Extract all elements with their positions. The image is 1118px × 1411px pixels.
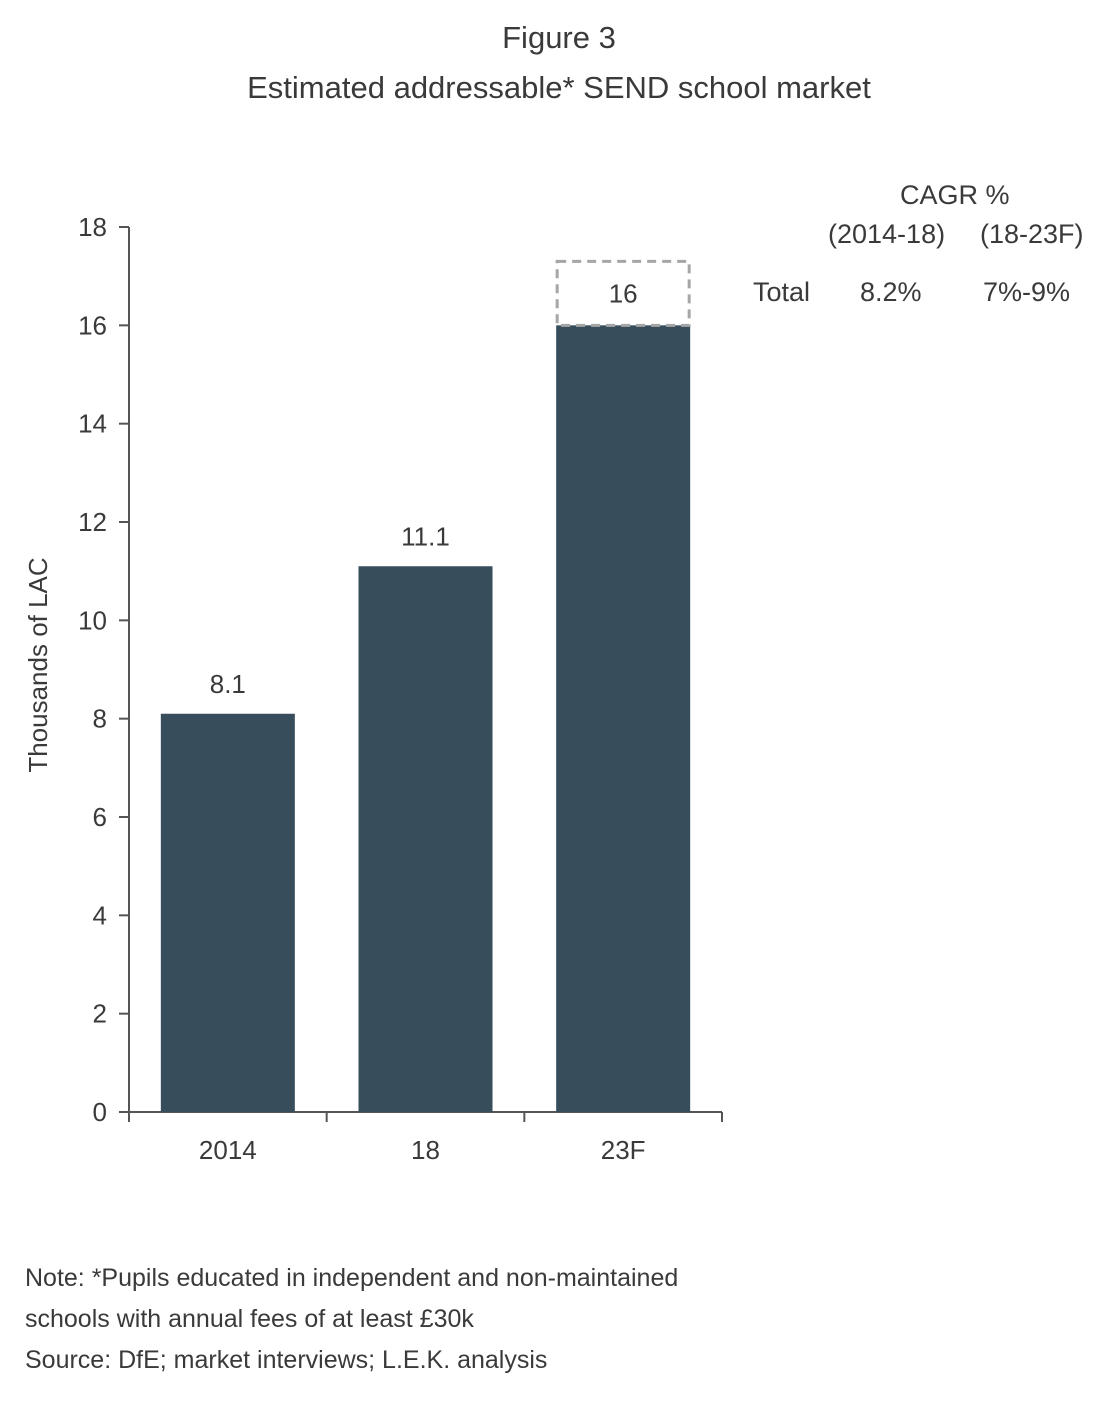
source-note: Source: DfE; market interviews; L.E.K. a… [25, 1346, 548, 1374]
bars [160, 325, 691, 1112]
y-tick-label: 6 [93, 802, 107, 832]
bar-2014 [160, 713, 295, 1112]
bar-23f [556, 325, 691, 1112]
figure-label: Figure 3 [502, 20, 616, 55]
y-axis-label: Thousands of LAC [23, 557, 53, 772]
data-label: 16 [609, 278, 638, 308]
cagr-value-1: 8.2% [860, 277, 922, 307]
forecast-range-box [555, 259, 691, 327]
y-tick-label: 14 [78, 409, 107, 439]
x-tick-label: 23F [601, 1135, 646, 1165]
data-labels: 8.1 11.1 16 [210, 278, 638, 698]
chart-title: Estimated addressable* SEND school marke… [247, 70, 871, 105]
y-tick-label: 16 [78, 310, 107, 340]
data-label: 8.1 [210, 669, 246, 699]
y-tick-label: 12 [78, 507, 107, 537]
y-tick-label: 18 [78, 212, 107, 242]
y-tick-label: 0 [93, 1097, 107, 1127]
bar-18 [358, 566, 493, 1112]
footnote-continued: schools with annual fees of at least £30… [25, 1305, 474, 1333]
y-axis: 0 2 4 6 8 10 12 14 16 18 [78, 212, 130, 1127]
x-tick-label: 2014 [199, 1135, 257, 1165]
x-axis: 2014 18 23F [128, 1111, 723, 1165]
cagr-period-2: (18-23F) [980, 219, 1084, 249]
x-tick-label: 18 [411, 1135, 440, 1165]
y-tick-label: 4 [93, 900, 107, 930]
footnote: Note: *Pupils educated in independent an… [25, 1264, 679, 1292]
cagr-value-2: 7%-9% [983, 277, 1071, 307]
cagr-header: CAGR % [900, 180, 1010, 210]
data-label: 11.1 [401, 521, 450, 551]
cagr-row-label: Total [753, 277, 811, 307]
y-tick-label: 8 [93, 704, 107, 734]
cagr-period-1: (2014-18) [828, 219, 946, 249]
forecast-range [555, 259, 691, 327]
y-tick-label: 10 [78, 605, 107, 635]
y-tick-label: 2 [93, 999, 107, 1029]
